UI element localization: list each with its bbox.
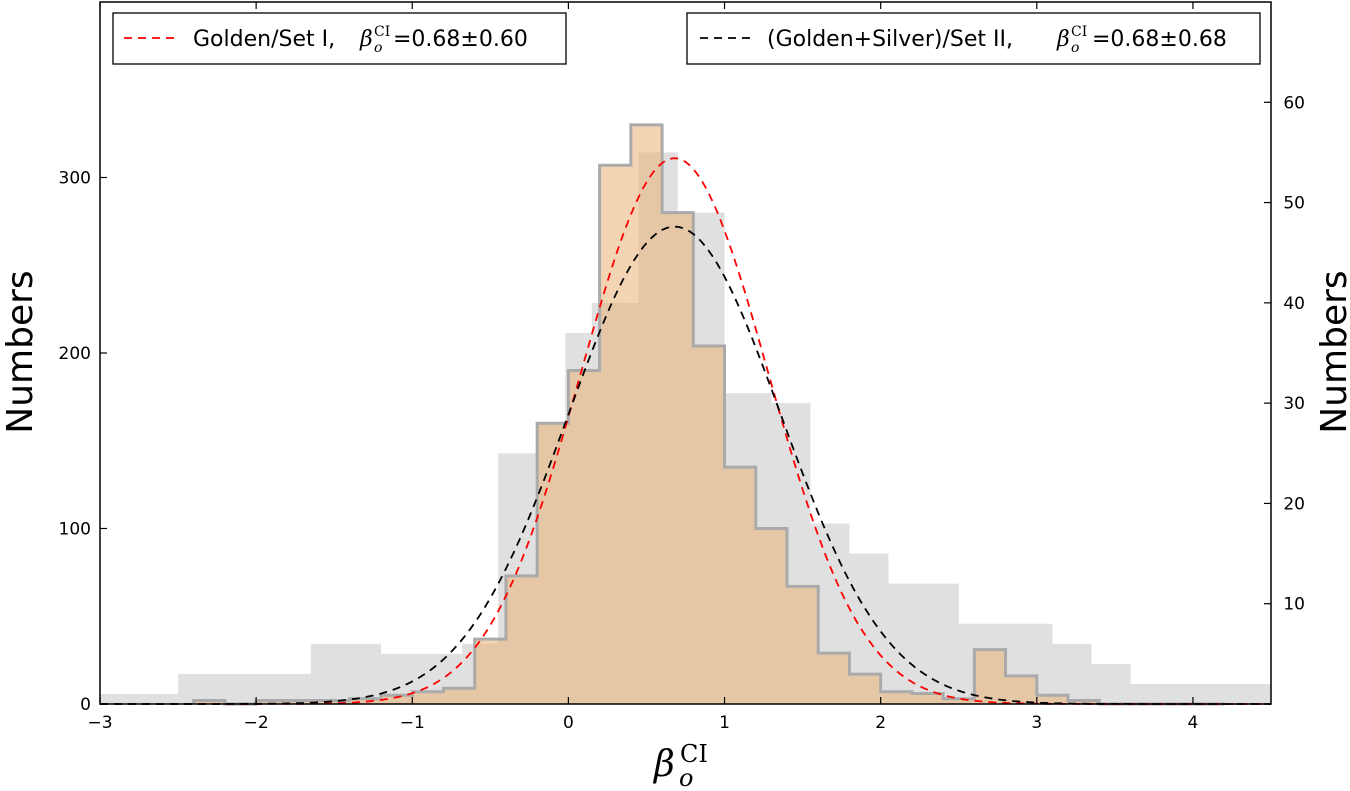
series-set2-bars [193,124,1100,705]
set2-bar [349,698,382,704]
set2-bar [1068,700,1100,704]
y-right-axis-title: Numbers [1314,270,1350,433]
set2-bar [568,370,600,704]
set2-bar [786,586,819,704]
set2-bar [443,688,475,704]
set2-bar [724,467,756,704]
legend-left-label: Golden/Set I, [193,27,335,52]
y-left-axis-title: Numbers [0,270,41,433]
x-tick-label: −3 [87,713,112,733]
x-axis-title-superscript: CI [680,740,708,768]
legend-right-value: =0.68±0.68 [1092,27,1227,52]
legend-left-superscript: CI [374,24,390,40]
set2-bar [880,691,912,704]
set2-bar [1036,695,1069,704]
y-left-tick-label: 300 [59,169,91,189]
x-tick-label: −1 [400,713,425,733]
y-left-axis-ticks: 0 100 200 300 [59,169,107,715]
set2-bar [412,691,444,704]
set2-bar [943,698,975,704]
set2-bar [318,700,350,704]
y-right-tick-label: 10 [1283,595,1305,615]
set2-bar [662,212,694,704]
legend-left-symbol: β [359,27,373,52]
set2-bar [193,700,225,704]
x-tick-label: 2 [875,713,886,733]
legend-left: Golden/Set I, β o CI =0.68±0.60 [112,12,567,65]
set2-bar [630,124,663,705]
series-set2-outline [192,123,1225,706]
y-left-tick-label: 0 [80,695,91,715]
set1-bar [100,693,179,704]
set2-bar [974,649,1006,704]
x-tick-label: 1 [719,713,730,733]
y-right-tick-label: 60 [1283,93,1305,113]
y-right-tick-label: 40 [1283,294,1305,314]
x-axis-ticks: −3 −2 −1 0 1 2 3 4 [87,2,1198,733]
set2-bar [505,575,538,704]
set2-bar [1005,675,1037,704]
set2-bar [818,653,850,704]
set2-bar [256,700,288,704]
set1-bar [1091,663,1131,704]
y-right-axis-ticks: 10 20 30 40 50 60 [1264,93,1305,615]
set1-bar [1130,683,1193,704]
legend-right-subscript: o [1071,40,1079,56]
y-right-tick-label: 20 [1283,494,1305,514]
x-tick-label: 4 [1188,713,1199,733]
set1-bar [310,643,382,704]
y-left-tick-label: 200 [59,344,91,364]
legend-left-box [112,12,567,65]
set1-bar [888,583,959,704]
y-left-tick-label: 100 [59,520,91,540]
x-axis-title-symbol: β [652,744,675,785]
set2-bar [599,165,631,705]
x-tick-label: −2 [244,713,269,733]
y-right-tick-label: 50 [1283,194,1305,214]
y-right-tick-label: 30 [1283,394,1305,414]
set2-bar [693,345,725,704]
set1-bar [1192,683,1271,704]
set2-bar [537,423,569,704]
set2-bar [381,695,413,704]
set2-outline-path [192,123,1225,706]
set2-bar [755,528,787,704]
set1-bar [178,673,311,704]
set2-bar [474,639,506,704]
x-axis-title-subscript: o [679,764,693,791]
x-axis-title: β o CI [652,740,708,791]
legend-left-value: =0.68±0.60 [393,27,528,52]
legend-left-subscript: o [374,40,382,56]
legend-right: (Golden+Silver)/Set II, β o CI =0.68±0.6… [686,12,1261,65]
legend-right-symbol: β [1056,27,1070,52]
legend-right-label: (Golden+Silver)/Set II, [767,27,1013,52]
legend-right-superscript: CI [1071,24,1087,40]
legend-right-box [686,12,1261,65]
set2-bar [849,674,881,704]
x-tick-label: 0 [563,713,574,733]
x-tick-label: 3 [1031,713,1042,733]
set2-bar [911,693,944,704]
